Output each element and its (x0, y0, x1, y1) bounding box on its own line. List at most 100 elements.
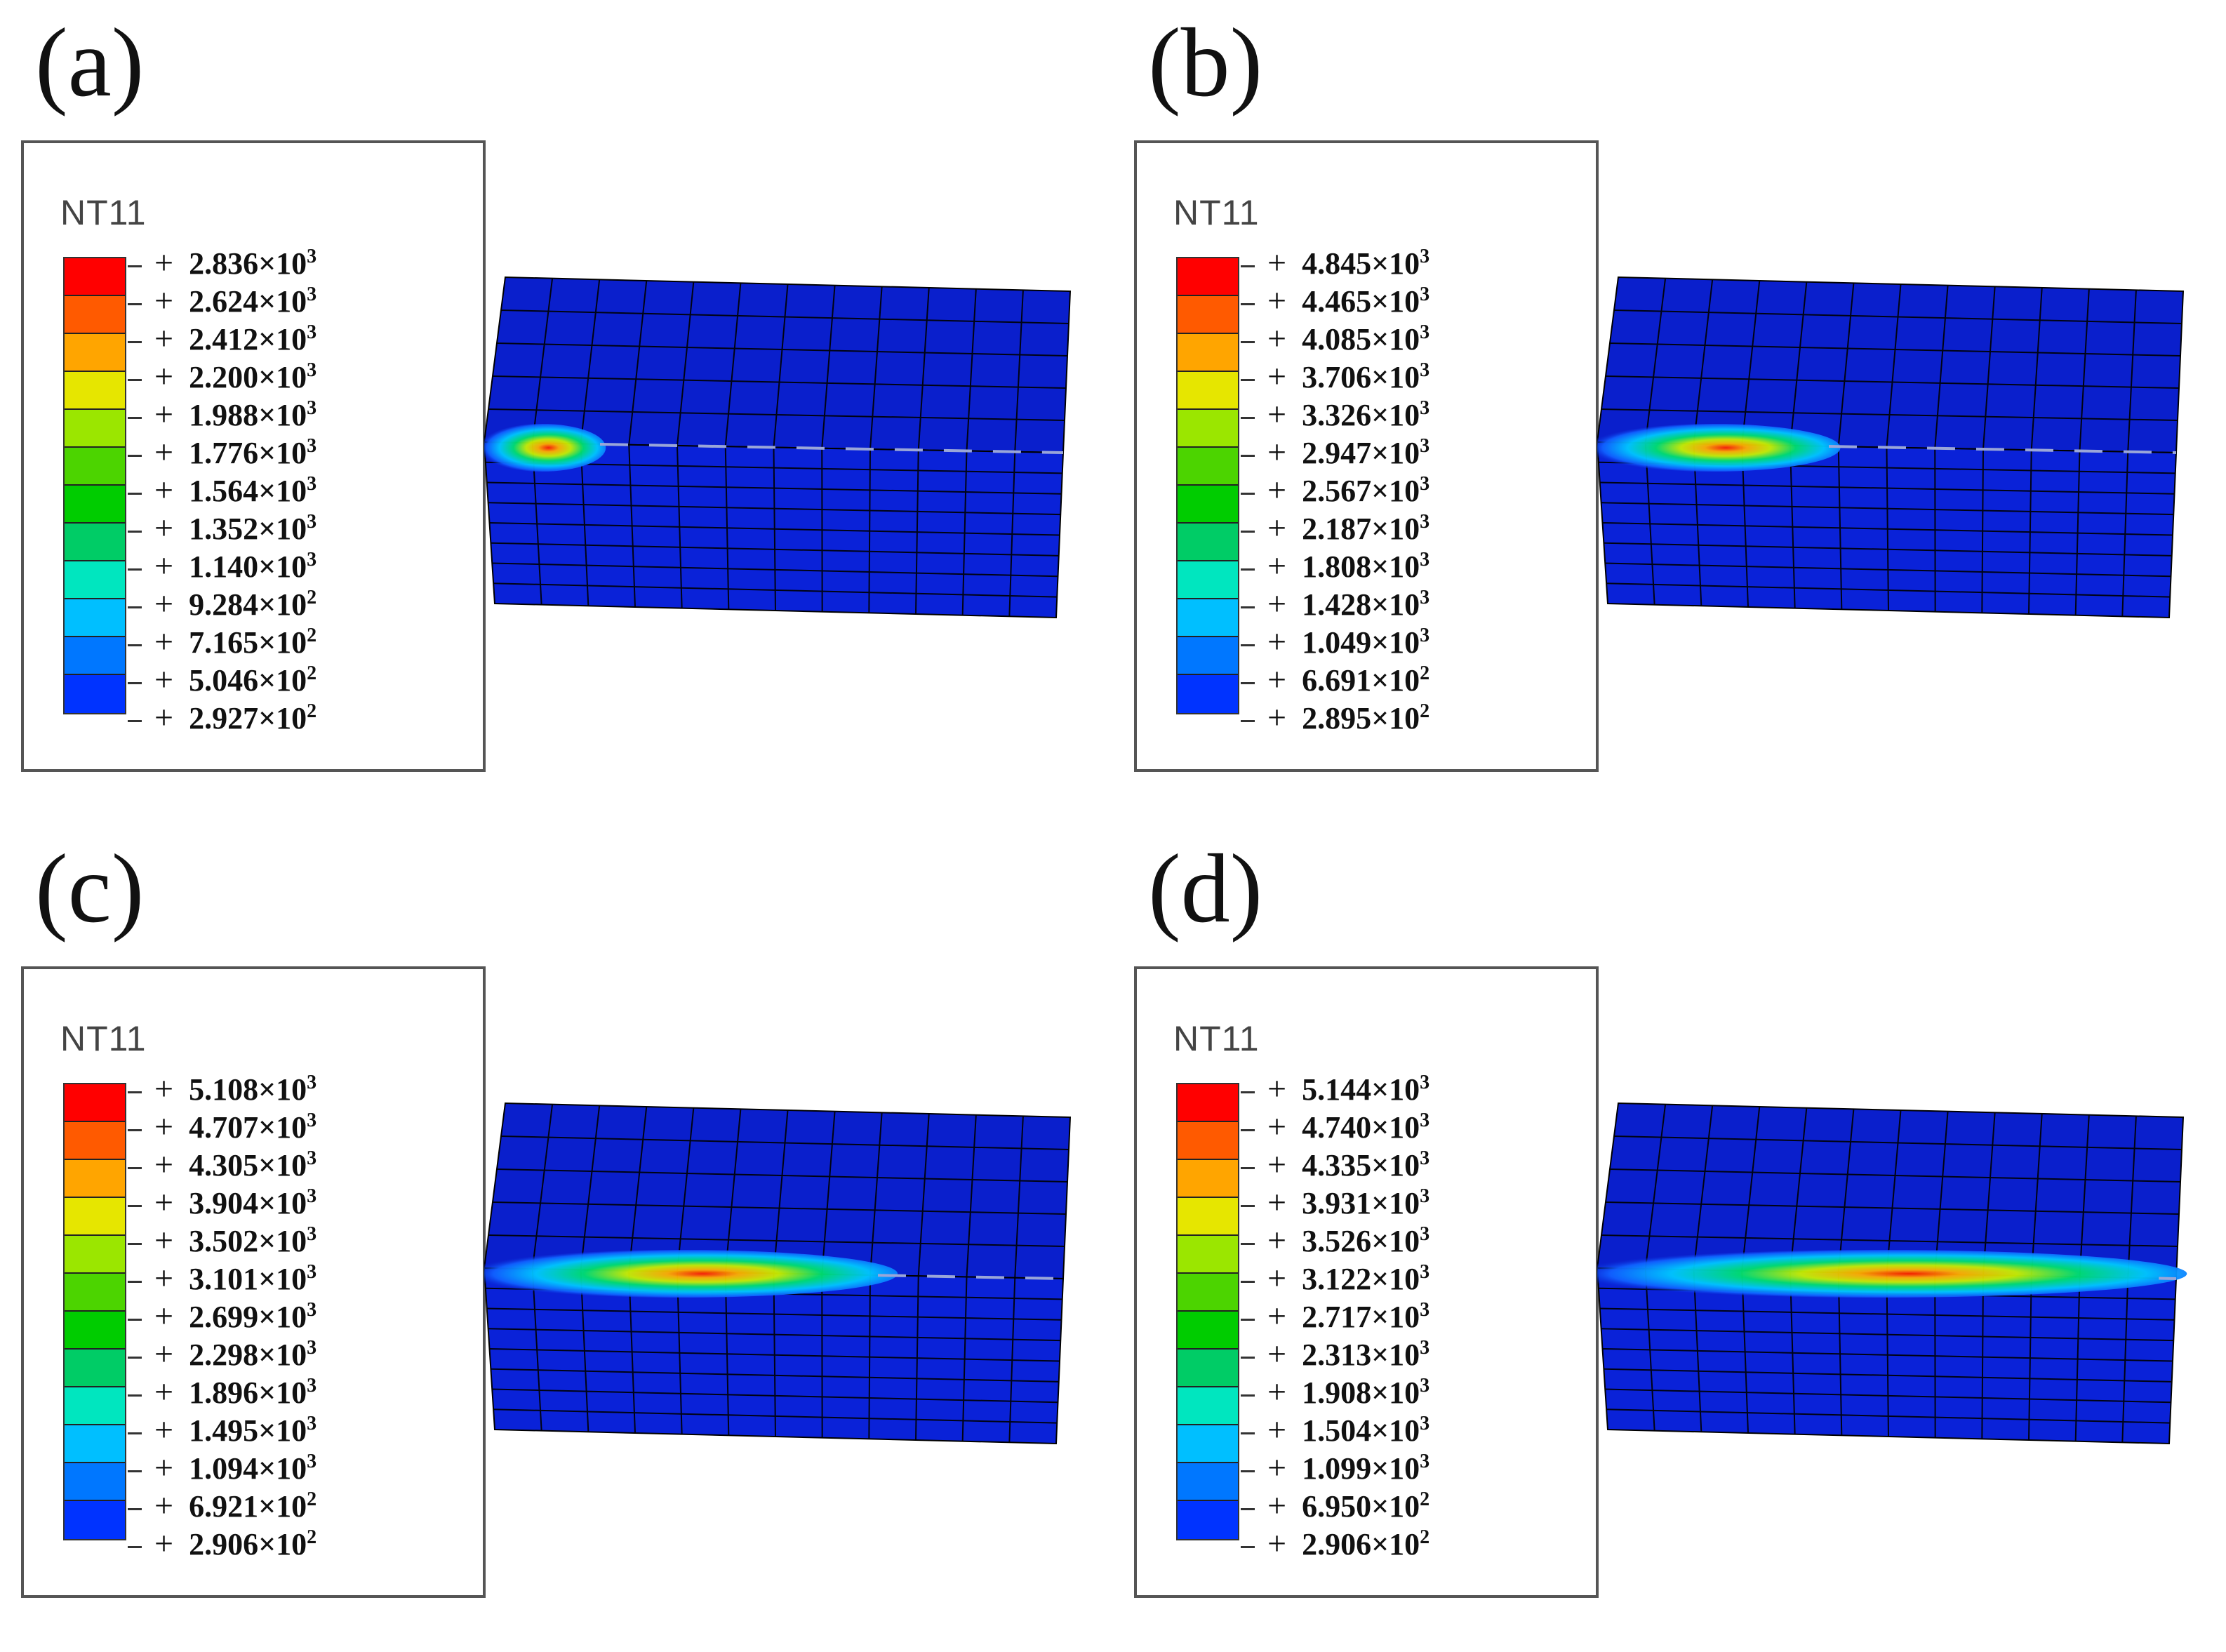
legend-tick-label: +3.526×103 (1241, 1220, 1429, 1258)
color-band (65, 1350, 125, 1387)
legend-tick-label: +2.567×103 (1241, 470, 1429, 507)
legend-title: NT11 (1173, 193, 1260, 232)
legend-tick-label: +3.931×103 (1241, 1183, 1429, 1220)
mesh-model (1597, 276, 2185, 619)
legend-tick-label: +4.335×103 (1241, 1145, 1429, 1182)
color-band (1178, 1387, 1238, 1425)
legend-tick-label: +3.706×103 (1241, 357, 1429, 394)
legend-tick-label: +4.465×103 (1241, 281, 1429, 318)
color-band (65, 1425, 125, 1463)
color-band (1178, 1084, 1238, 1122)
color-band (65, 1274, 125, 1312)
color-band (1178, 1312, 1238, 1350)
legend-tick-label: +2.699×103 (128, 1296, 316, 1333)
color-band (65, 1312, 125, 1350)
legend-tick-label: +1.140×103 (128, 546, 316, 583)
legend-title: NT11 (60, 1019, 147, 1058)
color-band (65, 1236, 125, 1274)
color-band (1178, 1198, 1238, 1236)
legend-box: NT11 +5.144×103 +4.740×103 +4.335×103 +3.931… (1134, 966, 1599, 1598)
color-band (65, 561, 125, 599)
legend-tick-label: +2.313×103 (1241, 1334, 1429, 1371)
legend-tick-label: +6.691×102 (1241, 660, 1429, 697)
legend-tick-label: +1.988×103 (128, 394, 316, 432)
panel-label: (b) (1148, 8, 1263, 117)
color-band (65, 410, 125, 448)
color-band (65, 334, 125, 372)
legend-tick-label: +5.046×102 (128, 660, 316, 697)
color-band (1178, 258, 1238, 296)
colorbar (1176, 1083, 1239, 1540)
color-band (65, 258, 125, 296)
legend-tick-label: +4.085×103 (1241, 319, 1429, 356)
color-band (65, 675, 125, 713)
legend-box: NT11 +5.108×103 +4.707×103 +4.305×103 +3.904… (21, 966, 486, 1598)
legend-tick-label: +3.904×103 (128, 1183, 316, 1220)
panel-a: (a) NT11 +2.836×103 +2.624×103 +2.412×103 +2.… (0, 0, 1113, 826)
colorbar (63, 1083, 126, 1540)
legend-tick-label: +3.502×103 (128, 1220, 316, 1258)
legend-box: NT11 +2.836×103 +2.624×103 +2.412×103 +2.200… (21, 140, 486, 772)
legend-tick-label: +2.947×103 (1241, 432, 1429, 469)
legend-tick-label: +2.412×103 (128, 319, 316, 356)
colorbar (1176, 257, 1239, 714)
color-band (65, 1160, 125, 1198)
legend-tick-label: +1.094×103 (128, 1448, 316, 1485)
legend-tick-label: +6.921×102 (128, 1486, 316, 1523)
color-band (65, 448, 125, 486)
color-band (1178, 524, 1238, 561)
legend-tick-label: +2.927×102 (128, 698, 316, 735)
legend-tick-label: +4.845×103 (1241, 243, 1429, 280)
legend-tick-label: +1.352×103 (128, 508, 316, 545)
legend-tick-label: +9.284×102 (128, 584, 316, 621)
legend-tick-label: +5.144×103 (1241, 1069, 1429, 1106)
legend-tick-label: +1.504×103 (1241, 1410, 1429, 1447)
panel-label: (c) (35, 834, 145, 943)
color-band (1178, 1160, 1238, 1198)
color-band (1178, 675, 1238, 713)
color-band (1178, 561, 1238, 599)
color-band (1178, 1236, 1238, 1274)
color-band (1178, 1501, 1238, 1539)
color-band (1178, 296, 1238, 334)
legend-tick-label: +4.707×103 (128, 1107, 316, 1144)
mesh-model (484, 276, 1072, 619)
color-band (65, 372, 125, 410)
legend-tick-label: +2.906×102 (128, 1524, 316, 1561)
color-band (1178, 1425, 1238, 1463)
legend-tick-label: +2.836×103 (128, 243, 316, 280)
color-band (1178, 334, 1238, 372)
legend-tick-label: +5.108×103 (128, 1069, 316, 1106)
legend-tick-label: +3.101×103 (128, 1258, 316, 1295)
legend-tick-label: +1.495×103 (128, 1410, 316, 1447)
legend-box: NT11 +4.845×103 +4.465×103 +4.085×103 +3.706… (1134, 140, 1599, 772)
legend-tick-label: +2.200×103 (128, 357, 316, 394)
color-band (1178, 637, 1238, 675)
mesh-model (484, 1102, 1072, 1445)
color-band (1178, 1350, 1238, 1387)
legend-tick-label: +1.564×103 (128, 470, 316, 507)
legend-tick-label: +1.776×103 (128, 432, 316, 469)
panel-c: (c) NT11 +5.108×103 +4.707×103 +4.305×103 +3.… (0, 826, 1113, 1652)
color-band (1178, 1122, 1238, 1160)
color-band (65, 599, 125, 637)
panel-label: (d) (1148, 834, 1263, 943)
color-band (65, 1387, 125, 1425)
color-band (65, 1084, 125, 1122)
legend-tick-label: +3.326×103 (1241, 394, 1429, 432)
legend-tick-label: +2.624×103 (128, 281, 316, 318)
legend-tick-label: +1.896×103 (128, 1372, 316, 1409)
legend-tick-label: +7.165×102 (128, 622, 316, 659)
legend-tick-label: +1.428×103 (1241, 584, 1429, 621)
color-band (1178, 599, 1238, 637)
color-band (65, 1122, 125, 1160)
legend-tick-label: +1.908×103 (1241, 1372, 1429, 1409)
color-band (1178, 486, 1238, 524)
legend-tick-label: +3.122×103 (1241, 1258, 1429, 1295)
color-band (65, 1501, 125, 1539)
color-band (1178, 372, 1238, 410)
panel-label: (a) (35, 8, 145, 117)
legend-tick-label: +1.049×103 (1241, 622, 1429, 659)
color-band (65, 1463, 125, 1501)
legend-tick-label: +4.305×103 (128, 1145, 316, 1182)
